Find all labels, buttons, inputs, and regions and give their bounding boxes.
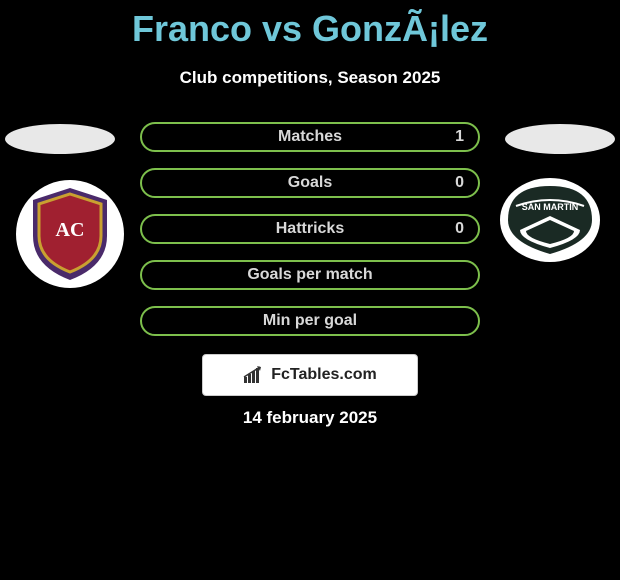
stat-label: Hattricks (276, 220, 344, 238)
date-text: 14 february 2025 (0, 408, 620, 428)
shield-icon: SAN MARTIN (502, 180, 598, 260)
svg-text:AC: AC (56, 219, 85, 241)
stat-row-matches: Matches 1 (140, 122, 480, 152)
subtitle: Club competitions, Season 2025 (0, 68, 620, 88)
page-title: Franco vs GonzÃ¡lez (0, 0, 620, 50)
player-photo-left (5, 124, 115, 154)
stat-label: Min per goal (263, 312, 357, 330)
stat-label: Goals (288, 174, 332, 192)
club-badge-left: AC (16, 180, 124, 288)
stat-right-value: 1 (455, 128, 464, 146)
stat-row-goals: Goals 0 (140, 168, 480, 198)
stat-right-value: 0 (455, 220, 464, 238)
stat-row-min-per-goal: Min per goal (140, 306, 480, 336)
stats-container: Matches 1 Goals 0 Hattricks 0 Goals per … (140, 122, 480, 352)
stat-label: Matches (278, 128, 342, 146)
svg-text:SAN MARTIN: SAN MARTIN (522, 202, 579, 212)
stat-label: Goals per match (247, 266, 372, 284)
brand-watermark: FcTables.com (202, 354, 418, 396)
stat-right-value: 0 (455, 174, 464, 192)
stat-row-hattricks: Hattricks 0 (140, 214, 480, 244)
shield-icon: AC (25, 186, 115, 282)
brand-text: FcTables.com (271, 366, 377, 384)
player-photo-right (505, 124, 615, 154)
stat-row-goals-per-match: Goals per match (140, 260, 480, 290)
club-badge-right: SAN MARTIN (500, 178, 600, 262)
bars-icon (243, 366, 265, 384)
